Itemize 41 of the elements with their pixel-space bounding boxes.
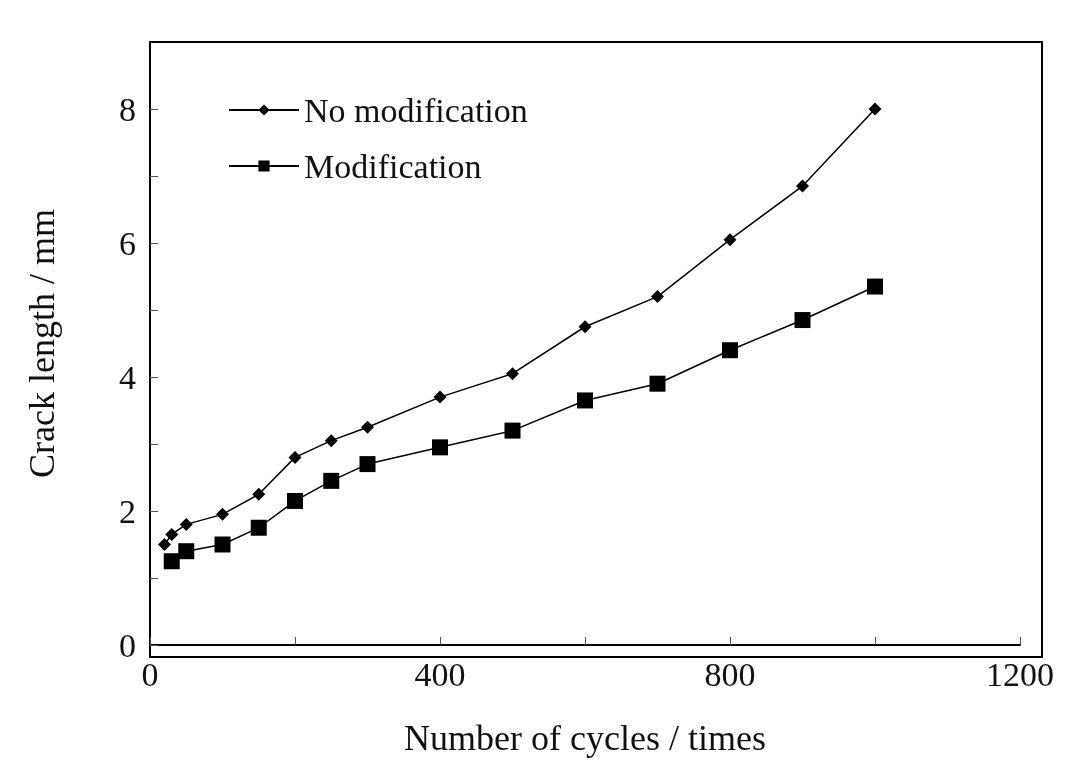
legend-label: Modification	[304, 147, 482, 185]
point	[361, 420, 374, 434]
point	[578, 320, 592, 334]
point	[649, 375, 666, 392]
point	[165, 527, 179, 541]
y-tick-label: 2	[119, 492, 136, 530]
point	[324, 434, 338, 448]
point	[794, 312, 811, 329]
point	[432, 439, 448, 456]
x-tick-label: 1200	[986, 655, 1054, 693]
x-tick-label: 800	[704, 655, 756, 693]
y-tick-label: 8	[119, 90, 136, 128]
point	[577, 392, 593, 409]
point	[359, 456, 376, 473]
point	[288, 450, 302, 464]
point	[252, 487, 266, 501]
point	[433, 390, 447, 404]
point	[506, 367, 519, 381]
point	[158, 538, 171, 551]
x-tick-label: 400	[414, 655, 466, 693]
point	[287, 492, 303, 509]
x-axis-title: Number of cycles / times	[404, 718, 766, 758]
point	[323, 472, 340, 489]
point	[216, 507, 229, 521]
point	[179, 517, 193, 531]
point	[651, 290, 664, 304]
y-tick-label: 6	[119, 224, 136, 262]
y-axis-title: Crack length / mm	[22, 209, 62, 478]
point	[214, 536, 231, 553]
legend-label: No modification	[304, 91, 528, 129]
y-tick-label: 0	[119, 626, 136, 664]
point	[867, 278, 883, 295]
point	[504, 422, 521, 439]
point	[250, 519, 267, 536]
point	[722, 342, 738, 359]
point	[163, 553, 180, 570]
point	[868, 102, 882, 116]
y-tick-label: 4	[119, 358, 136, 396]
point	[723, 233, 737, 247]
point	[796, 179, 809, 193]
point	[178, 543, 195, 560]
